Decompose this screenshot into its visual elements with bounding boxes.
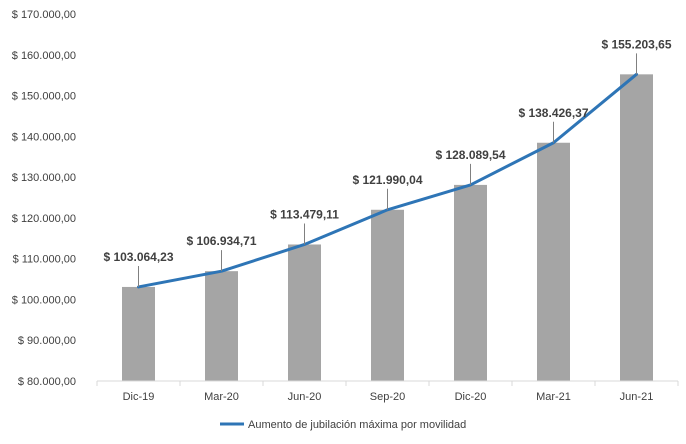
legend-label: Aumento de jubilación máxima por movilid… [248, 419, 466, 431]
y-tick-label: $ 160.000,00 [12, 50, 76, 62]
data-label: $ 103.064,23 [103, 250, 173, 264]
data-label: $ 128.089,54 [435, 148, 505, 162]
x-tick-label: Jun-20 [288, 391, 322, 403]
data-label: $ 155.203,65 [601, 37, 671, 51]
x-tick-label: Dic-20 [455, 391, 487, 403]
bar [122, 286, 155, 381]
y-tick-label: $ 80.000,00 [18, 376, 76, 388]
y-tick-label: $ 100.000,00 [12, 294, 76, 306]
data-labels: $ 103.064,23 $ 106.934,71 $ 113.479,11 $ 12… [103, 37, 672, 287]
data-label: $ 121.990,04 [352, 173, 422, 187]
bars [122, 74, 653, 381]
y-tick-label: $ 120.000,00 [12, 213, 76, 225]
bar [371, 209, 404, 381]
x-tick-label: Sep-20 [370, 391, 405, 403]
y-tick-label: $ 140.000,00 [12, 131, 76, 143]
x-tick-label: Dic-19 [123, 391, 155, 403]
y-tick-label: $ 130.000,00 [12, 172, 76, 184]
y-tick-label: $ 150.000,00 [12, 91, 76, 103]
data-label: $ 106.934,71 [186, 234, 256, 248]
bar [620, 74, 653, 381]
bar [537, 142, 570, 381]
bar [454, 184, 487, 381]
x-tick-label: Mar-21 [536, 391, 571, 403]
x-tick-label: Jun-21 [620, 391, 654, 403]
x-axis: Dic-19 Mar-20 Jun-20 Sep-20 Dic-20 Mar-21 Jun-… [96, 380, 679, 403]
y-tick-label: $ 110.000,00 [13, 254, 76, 266]
legend: Aumento de jubilación máxima por movilid… [220, 419, 466, 431]
x-tick-label: Mar-20 [204, 391, 239, 403]
y-tick-label: $ 170.000,00 [12, 9, 76, 21]
bar [288, 244, 321, 381]
bar [205, 271, 238, 381]
data-label: $ 138.426,37 [518, 106, 588, 120]
y-axis: $ 80.000,00 $ 90.000,00 $ 100.000,00 $ 110.… [12, 9, 76, 388]
y-tick-label: $ 90.000,00 [18, 335, 76, 347]
data-label: $ 113.479,11 [270, 207, 339, 221]
